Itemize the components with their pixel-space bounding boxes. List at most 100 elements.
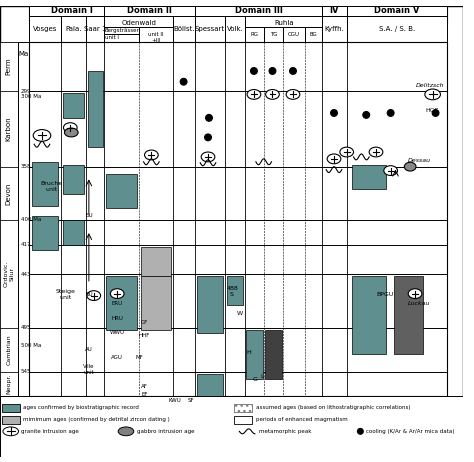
Ellipse shape xyxy=(110,289,124,298)
Bar xyxy=(264,330,282,378)
Bar xyxy=(197,276,223,333)
Text: Domain V: Domain V xyxy=(374,6,419,15)
Ellipse shape xyxy=(330,109,337,116)
Text: unit II
+III: unit II +III xyxy=(148,32,164,43)
Ellipse shape xyxy=(33,129,51,141)
Text: ERU: ERU xyxy=(112,301,123,306)
Text: mimimum ages (confirmed by detrital zircon dating ): mimimum ages (confirmed by detrital zirc… xyxy=(23,417,170,422)
Text: Devon: Devon xyxy=(6,182,12,205)
Bar xyxy=(234,404,252,412)
Text: Steige
unit: Steige unit xyxy=(55,289,75,300)
Bar xyxy=(197,374,223,398)
Bar xyxy=(264,27,283,42)
Text: Cambrian: Cambrian xyxy=(6,334,11,365)
Bar xyxy=(29,6,104,16)
Bar xyxy=(32,215,58,249)
Bar xyxy=(0,42,18,91)
Bar xyxy=(32,162,58,206)
Text: granite intrusion age: granite intrusion age xyxy=(21,429,79,434)
Ellipse shape xyxy=(340,147,354,157)
Bar xyxy=(246,330,263,378)
Ellipse shape xyxy=(64,123,77,133)
Bar xyxy=(104,34,139,42)
Bar xyxy=(0,167,18,220)
Bar xyxy=(0,372,18,396)
Ellipse shape xyxy=(247,90,261,99)
Text: Karbon: Karbon xyxy=(6,117,12,141)
Text: CGU: CGU xyxy=(288,32,300,37)
Bar xyxy=(393,276,423,354)
Bar xyxy=(107,174,137,208)
Text: RG: RG xyxy=(250,32,258,37)
Bar xyxy=(107,276,137,330)
Text: Domain III: Domain III xyxy=(235,6,283,15)
Text: Ordovic.
Silur: Ordovic. Silur xyxy=(3,261,14,287)
Bar xyxy=(63,93,84,118)
Text: SF: SF xyxy=(188,398,195,402)
Text: 500 Ma: 500 Ma xyxy=(20,343,41,348)
Text: Böllst.: Böllst. xyxy=(173,26,195,32)
Bar xyxy=(245,27,264,42)
Text: Neopr.: Neopr. xyxy=(6,374,11,394)
Text: GF: GF xyxy=(141,321,148,325)
Bar xyxy=(29,16,61,42)
Text: MF: MF xyxy=(136,355,144,359)
Bar xyxy=(195,6,322,16)
Text: AF: AF xyxy=(141,384,148,389)
Text: Ville
unit: Ville unit xyxy=(83,365,95,375)
Bar xyxy=(2,416,19,424)
Text: Delitzsch: Delitzsch xyxy=(415,83,444,88)
Bar xyxy=(225,16,245,42)
Bar xyxy=(234,416,252,424)
Text: 400 Ma: 400 Ma xyxy=(20,217,41,222)
Text: S.A. / S. B.: S.A. / S. B. xyxy=(379,26,415,32)
Ellipse shape xyxy=(3,427,18,436)
Bar xyxy=(0,220,18,328)
Text: S: S xyxy=(229,292,233,297)
Text: Spessart: Spessart xyxy=(195,26,225,32)
Text: HRU: HRU xyxy=(111,316,123,321)
Bar xyxy=(0,42,18,396)
Text: 443: 443 xyxy=(20,272,31,277)
Ellipse shape xyxy=(265,90,279,99)
Bar xyxy=(352,276,386,354)
Ellipse shape xyxy=(205,134,211,141)
Text: Bruche
unit: Bruche unit xyxy=(41,181,63,192)
Bar xyxy=(195,16,225,42)
Ellipse shape xyxy=(432,109,439,116)
Text: 545: 545 xyxy=(20,369,31,374)
Text: Bergsträsser: Bergsträsser xyxy=(104,29,139,33)
Text: HCC: HCC xyxy=(426,108,439,113)
Ellipse shape xyxy=(327,154,341,164)
Bar xyxy=(322,6,346,16)
Bar xyxy=(104,27,173,42)
Text: 417: 417 xyxy=(20,242,31,247)
Ellipse shape xyxy=(369,147,383,157)
Text: BU: BU xyxy=(85,213,93,218)
Text: IV: IV xyxy=(330,6,339,15)
Text: BU: BU xyxy=(85,292,93,297)
Text: W: W xyxy=(237,310,243,316)
Bar xyxy=(139,27,173,42)
Text: Kyffh.: Kyffh. xyxy=(325,26,345,32)
Text: Pala.: Pala. xyxy=(65,26,82,32)
Text: AU: AU xyxy=(85,347,93,352)
Bar xyxy=(63,165,84,194)
Bar xyxy=(245,16,322,27)
Bar xyxy=(0,91,18,167)
Ellipse shape xyxy=(286,90,300,99)
Text: Domain I: Domain I xyxy=(51,6,93,15)
Bar xyxy=(88,71,102,147)
Bar xyxy=(104,16,173,42)
Ellipse shape xyxy=(118,427,134,436)
Bar xyxy=(283,27,305,42)
Text: 495: 495 xyxy=(20,325,31,330)
Text: 488: 488 xyxy=(227,286,238,291)
Bar xyxy=(0,328,18,372)
Text: Ruhla: Ruhla xyxy=(274,20,293,26)
Text: 299: 299 xyxy=(20,89,31,94)
Bar xyxy=(18,42,29,396)
Ellipse shape xyxy=(290,67,296,74)
Text: metamorphic peak: metamorphic peak xyxy=(259,429,311,434)
Text: periods of enhanced magmatism: periods of enhanced magmatism xyxy=(256,417,347,422)
